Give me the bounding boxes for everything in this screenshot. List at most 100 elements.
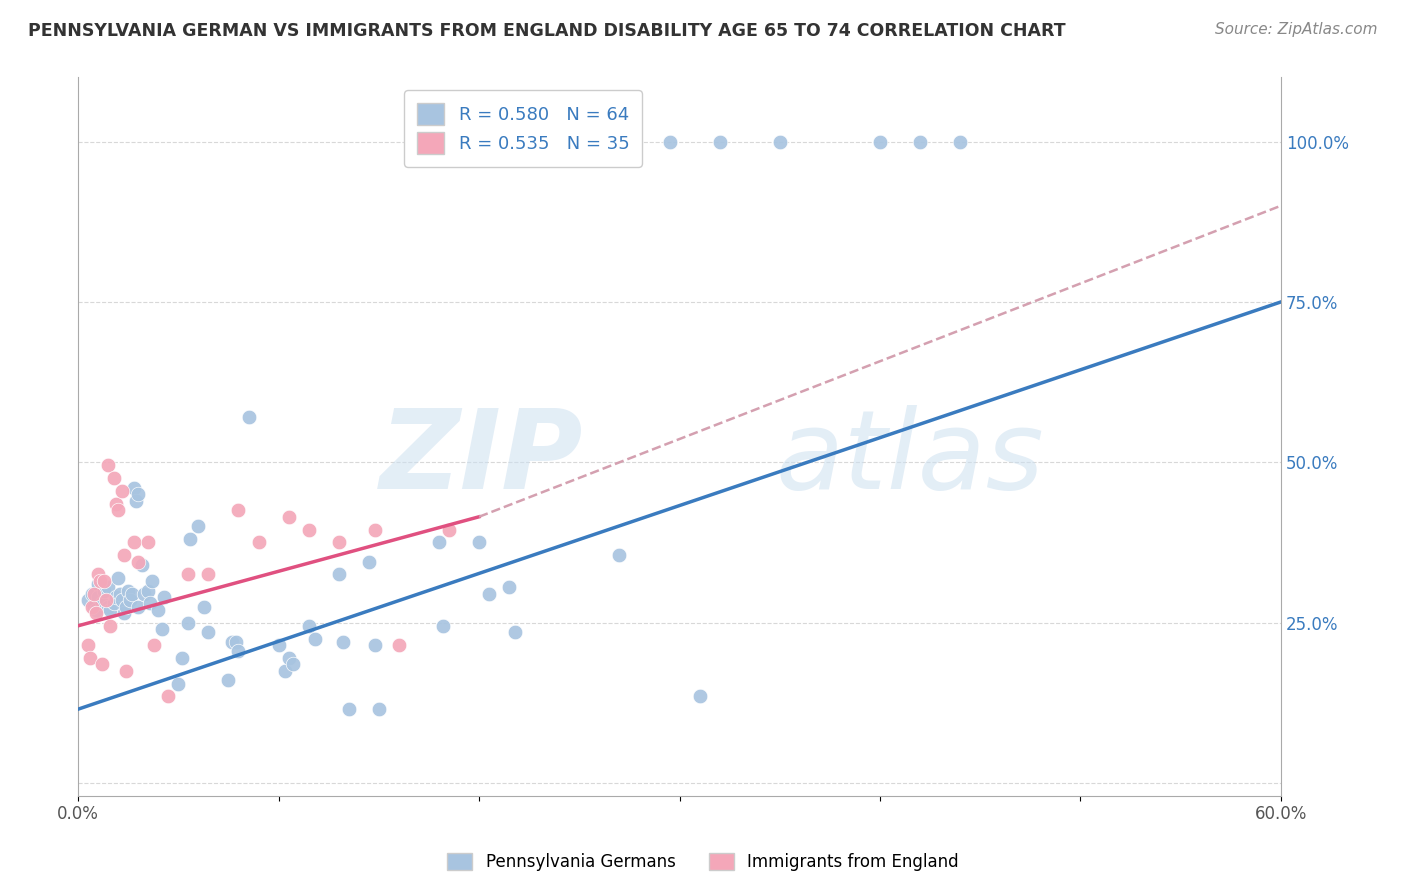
Point xyxy=(122,535,145,549)
Point xyxy=(658,135,681,149)
Point xyxy=(82,587,104,601)
Point xyxy=(107,571,129,585)
Point xyxy=(689,690,711,704)
Point xyxy=(273,664,295,678)
Point xyxy=(103,596,125,610)
Point xyxy=(709,135,731,149)
Point xyxy=(143,638,166,652)
Point xyxy=(125,493,148,508)
Point xyxy=(93,574,115,588)
Point xyxy=(77,593,100,607)
Point xyxy=(769,135,792,149)
Point xyxy=(238,410,260,425)
Point xyxy=(131,558,153,572)
Point xyxy=(298,523,321,537)
Point xyxy=(105,590,128,604)
Text: atlas: atlas xyxy=(776,405,1045,512)
Point xyxy=(97,580,120,594)
Point xyxy=(127,487,149,501)
Point xyxy=(91,657,114,672)
Point xyxy=(120,593,142,607)
Point xyxy=(298,619,321,633)
Point xyxy=(328,535,350,549)
Point xyxy=(228,644,250,658)
Point xyxy=(468,535,491,549)
Point xyxy=(437,523,460,537)
Point xyxy=(148,603,170,617)
Point xyxy=(121,587,143,601)
Point xyxy=(609,548,631,562)
Point xyxy=(97,599,120,614)
Point xyxy=(157,690,180,704)
Point xyxy=(127,599,149,614)
Point xyxy=(197,567,219,582)
Legend: R = 0.580   N = 64, R = 0.535   N = 35: R = 0.580 N = 64, R = 0.535 N = 35 xyxy=(405,90,643,167)
Point xyxy=(388,638,411,652)
Point xyxy=(141,574,163,588)
Text: ZIP: ZIP xyxy=(380,405,583,512)
Point xyxy=(150,622,173,636)
Point xyxy=(432,619,454,633)
Point xyxy=(97,458,120,473)
Point xyxy=(179,533,201,547)
Point xyxy=(478,587,501,601)
Point xyxy=(83,599,105,614)
Point xyxy=(105,497,128,511)
Legend: Pennsylvania Germans, Immigrants from England: Pennsylvania Germans, Immigrants from En… xyxy=(439,845,967,880)
Point xyxy=(98,603,121,617)
Point xyxy=(98,619,121,633)
Point xyxy=(225,635,247,649)
Point xyxy=(111,484,134,499)
Point xyxy=(117,583,139,598)
Point xyxy=(172,651,194,665)
Point xyxy=(277,651,299,665)
Point xyxy=(96,593,118,607)
Point xyxy=(367,702,389,716)
Point xyxy=(115,599,138,614)
Point xyxy=(83,587,105,601)
Point xyxy=(498,580,520,594)
Point xyxy=(177,615,200,630)
Text: Source: ZipAtlas.com: Source: ZipAtlas.com xyxy=(1215,22,1378,37)
Point xyxy=(332,635,354,649)
Point xyxy=(115,664,138,678)
Point xyxy=(364,638,387,652)
Point xyxy=(89,574,111,588)
Point xyxy=(136,535,159,549)
Point xyxy=(337,702,360,716)
Point xyxy=(111,593,134,607)
Point xyxy=(110,587,132,601)
Point xyxy=(112,548,135,562)
Point xyxy=(357,555,380,569)
Point xyxy=(107,503,129,517)
Point xyxy=(112,606,135,620)
Point xyxy=(187,519,209,533)
Point xyxy=(136,583,159,598)
Point xyxy=(127,555,149,569)
Point xyxy=(153,590,176,604)
Point xyxy=(267,638,290,652)
Point xyxy=(87,590,110,604)
Point xyxy=(82,599,104,614)
Point xyxy=(277,509,299,524)
Point xyxy=(139,596,162,610)
Point xyxy=(103,471,125,485)
Point xyxy=(84,606,107,620)
Point xyxy=(364,523,387,537)
Point xyxy=(91,596,114,610)
Point xyxy=(427,535,450,549)
Point xyxy=(79,651,101,665)
Point xyxy=(908,135,931,149)
Point xyxy=(197,625,219,640)
Point xyxy=(281,657,304,672)
Point xyxy=(93,583,115,598)
Point xyxy=(228,503,250,517)
Point xyxy=(87,577,110,591)
Point xyxy=(167,676,190,690)
Point xyxy=(221,635,243,649)
Point xyxy=(122,481,145,495)
Point xyxy=(84,603,107,617)
Point xyxy=(177,567,200,582)
Point xyxy=(134,587,156,601)
Point xyxy=(304,632,326,646)
